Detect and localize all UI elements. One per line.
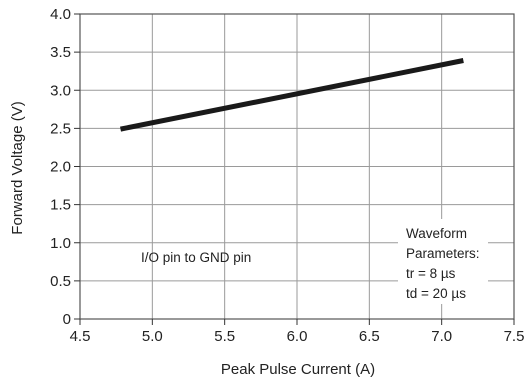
y-tick-label: 0.5 xyxy=(50,273,71,290)
waveform-line-2: Parameters: xyxy=(406,246,480,261)
x-axis-title: Peak Pulse Current (A) xyxy=(221,361,375,378)
waveform-line-3: tr = 8 µs xyxy=(406,266,456,281)
x-tick-label: 6.5 xyxy=(359,328,380,345)
y-tick-label: 4.0 xyxy=(50,6,71,23)
y-tick-label: 1.5 xyxy=(50,197,71,214)
y-tick-label: 1.0 xyxy=(50,235,71,252)
x-tick-label: 7.5 xyxy=(504,328,525,345)
y-axis-title: Forward Voltage (V) xyxy=(9,101,26,234)
condition-annotation: I/O pin to GND pin xyxy=(141,250,251,265)
x-tick-label: 7.0 xyxy=(431,328,452,345)
waveform-parameters-annotation: Waveform Parameters: tr = 8 µs td = 20 µ… xyxy=(398,219,488,304)
y-tick-label: 2.5 xyxy=(50,120,71,137)
x-tick-label: 4.5 xyxy=(70,328,91,345)
y-axis-ticks: 0 0.5 1.0 1.5 2.0 2.5 3.0 3.5 4.0 xyxy=(50,6,80,328)
waveform-line-1: Waveform xyxy=(406,226,467,241)
waveform-annotation-background xyxy=(398,219,488,304)
x-tick-label: 6.0 xyxy=(287,328,308,345)
series-group xyxy=(120,58,464,132)
waveform-line-4: td = 20 µs xyxy=(406,286,466,301)
x-axis-ticks: 4.5 5.0 5.5 6.0 6.5 7.0 7.5 xyxy=(70,319,525,345)
x-tick-label: 5.5 xyxy=(214,328,235,345)
grid-lines xyxy=(79,13,515,320)
y-tick-label: 3.5 xyxy=(50,44,71,61)
forward-voltage-series-line xyxy=(120,58,464,132)
y-tick-label: 3.0 xyxy=(50,82,71,99)
y-tick-label: 0 xyxy=(63,311,71,328)
x-tick-label: 5.0 xyxy=(142,328,163,345)
y-tick-label: 2.0 xyxy=(50,159,71,176)
